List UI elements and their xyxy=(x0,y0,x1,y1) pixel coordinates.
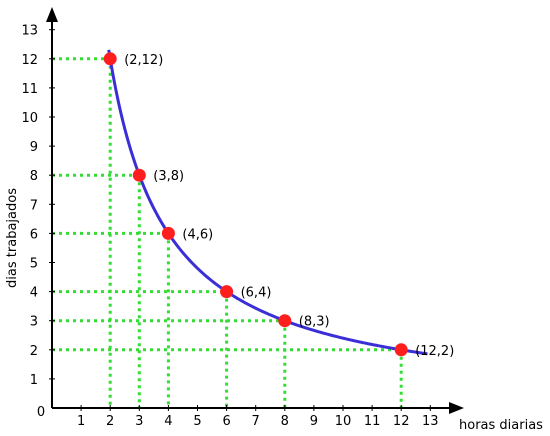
y-tick-label: 10 xyxy=(21,111,38,126)
guide-lines xyxy=(52,57,403,408)
y-tick-label: 1 xyxy=(30,373,38,388)
data-point xyxy=(103,52,117,66)
origin-label: 0 xyxy=(37,405,45,420)
y-tick-label: 6 xyxy=(30,227,38,242)
x-axis-title: horas diarias xyxy=(459,418,543,433)
y-axis-title: dias trabajados xyxy=(5,188,20,288)
x-tick-label: 12 xyxy=(393,414,410,429)
x-tick-label: 2 xyxy=(106,414,114,429)
data-point xyxy=(161,226,175,240)
x-tick-label: 11 xyxy=(364,414,381,429)
y-tick-label: 5 xyxy=(30,257,38,272)
y-tick-label: 9 xyxy=(30,140,38,155)
curve-line xyxy=(107,49,428,356)
data-points: (2,12) (3,8) (4,6) (6,4) (8,3) (12,2) xyxy=(103,52,454,359)
y-tick-label: 8 xyxy=(30,169,38,184)
data-point xyxy=(220,285,234,299)
x-tick-label: 8 xyxy=(281,414,289,429)
point-label: (12,2) xyxy=(415,344,454,359)
axes xyxy=(46,7,464,414)
y-tick-label: 2 xyxy=(30,344,38,359)
y-tick-label: 7 xyxy=(30,198,38,213)
y-tick-label: 12 xyxy=(21,53,38,68)
y-axis-arrow xyxy=(46,7,58,22)
point-label: (3,8) xyxy=(153,169,184,184)
data-point xyxy=(278,314,292,328)
x-tick-label: 5 xyxy=(193,414,201,429)
y-tick-label: 13 xyxy=(21,24,38,39)
data-point xyxy=(132,168,146,182)
x-tick-label: 1 xyxy=(77,414,85,429)
point-label: (2,12) xyxy=(124,53,163,68)
x-tick-label: 7 xyxy=(252,414,260,429)
x-tick-label: 6 xyxy=(222,414,230,429)
x-tick-label: 4 xyxy=(164,414,172,429)
y-tick-label: 4 xyxy=(30,286,38,301)
curve xyxy=(107,49,428,356)
x-tick-label: 3 xyxy=(135,414,143,429)
x-tick-label: 13 xyxy=(422,414,439,429)
x-axis-arrow xyxy=(449,402,464,414)
point-label: (6,4) xyxy=(241,286,272,301)
point-label: (8,3) xyxy=(299,315,330,330)
y-tick-label: 11 xyxy=(21,82,38,97)
x-tick-label: 9 xyxy=(310,414,318,429)
data-point xyxy=(394,343,408,357)
point-label: (4,6) xyxy=(182,227,213,242)
y-tick-label: 3 xyxy=(30,315,38,330)
x-tick-label: 10 xyxy=(335,414,352,429)
